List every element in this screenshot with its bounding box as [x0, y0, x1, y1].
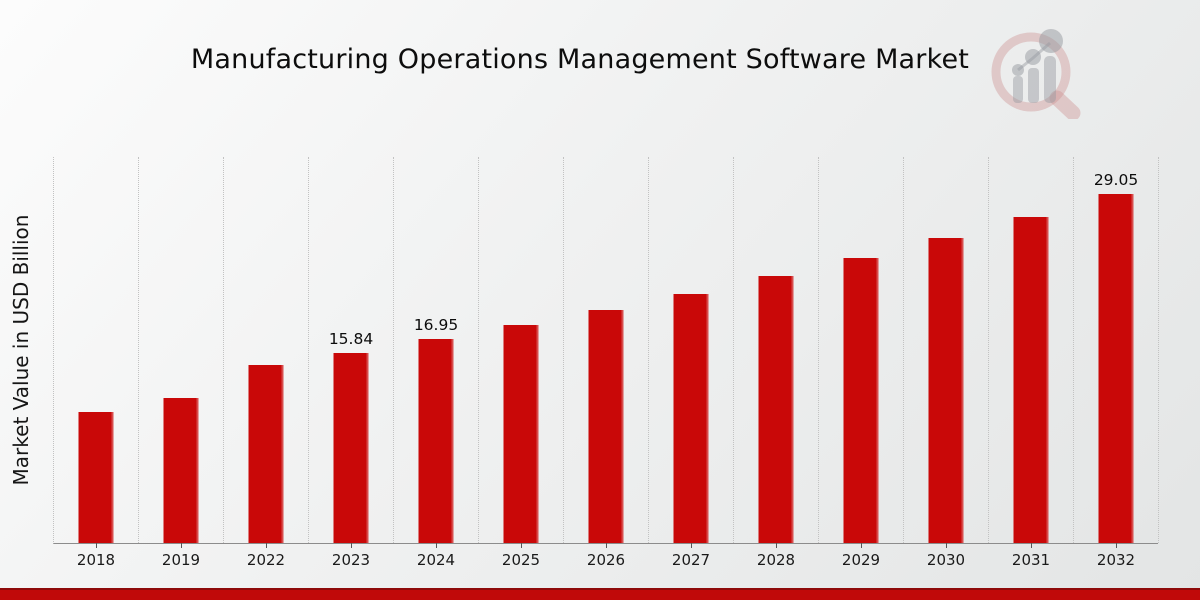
- x-axis-tick: [1031, 543, 1032, 548]
- bar-2018: [78, 412, 114, 543]
- x-axis-tick-label: 2023: [331, 551, 371, 569]
- category-cell: 2022: [224, 157, 309, 569]
- x-axis-tick: [266, 543, 267, 548]
- category-cell: 2025: [479, 157, 564, 569]
- x-axis-tick: [1116, 543, 1117, 548]
- x-axis-tick-label: 2028: [756, 551, 796, 569]
- bar-2027: [673, 294, 709, 543]
- category-cell: 16.95 2024: [394, 157, 479, 569]
- bar-2019: [163, 398, 199, 543]
- bar-2031: [1013, 217, 1049, 543]
- plot-area: 2018 2019 2022 15.84 2023 16.95 2024 2025 2026 20…: [53, 157, 1159, 569]
- x-axis-tick: [96, 543, 97, 548]
- category-cell: 2030: [904, 157, 989, 569]
- category-cell: 15.84 2023: [309, 157, 394, 569]
- bar-value-label: 29.05: [1093, 171, 1139, 189]
- bar-2026: [588, 310, 624, 543]
- bar-2023: [333, 353, 369, 543]
- x-axis-tick-label: 2031: [1011, 551, 1051, 569]
- bar-2025: [503, 325, 539, 543]
- category-cell: 2028: [734, 157, 819, 569]
- x-axis-tick: [606, 543, 607, 548]
- x-axis-tick: [521, 543, 522, 548]
- x-axis-tick-label: 2032: [1096, 551, 1136, 569]
- x-axis-tick-label: 2029: [841, 551, 881, 569]
- x-axis-tick-label: 2026: [586, 551, 626, 569]
- x-axis-tick-label: 2024: [416, 551, 456, 569]
- category-cell: 2027: [649, 157, 734, 569]
- category-cell: 2026: [564, 157, 649, 569]
- x-axis-tick-label: 2022: [246, 551, 286, 569]
- magnifier-icon: [991, 29, 1081, 119]
- bar-2028: [758, 276, 794, 543]
- bar-2022: [248, 365, 284, 543]
- brand-watermark-logo: [991, 29, 1081, 119]
- category-cell: 2019: [139, 157, 224, 569]
- bar-value-label: 16.95: [413, 316, 459, 334]
- x-axis-tick: [946, 543, 947, 548]
- bar-2024: [418, 339, 454, 543]
- x-axis-tick: [436, 543, 437, 548]
- category-cell: 2029: [819, 157, 904, 569]
- x-axis-tick: [691, 543, 692, 548]
- x-axis-tick-label: 2025: [501, 551, 541, 569]
- x-axis-tick: [181, 543, 182, 548]
- chart-title: Manufacturing Operations Management Soft…: [190, 44, 970, 75]
- x-axis-tick-label: 2027: [671, 551, 711, 569]
- footer-accent-bar: [0, 588, 1200, 600]
- bar-2030: [928, 238, 964, 543]
- y-axis-label: Market Value in USD Billion: [9, 214, 33, 486]
- bar-2032: [1098, 194, 1134, 543]
- x-axis-tick: [861, 543, 862, 548]
- bar-value-label: 15.84: [328, 330, 374, 348]
- x-axis-tick: [351, 543, 352, 548]
- category-cell: 29.05 2032: [1074, 157, 1159, 569]
- x-axis-tick-label: 2019: [161, 551, 201, 569]
- x-axis-tick: [776, 543, 777, 548]
- bar-2029: [843, 258, 879, 543]
- x-axis-tick-label: 2018: [76, 551, 116, 569]
- category-cell: 2031: [989, 157, 1074, 569]
- category-cell: 2018: [54, 157, 139, 569]
- x-axis-tick-label: 2030: [926, 551, 966, 569]
